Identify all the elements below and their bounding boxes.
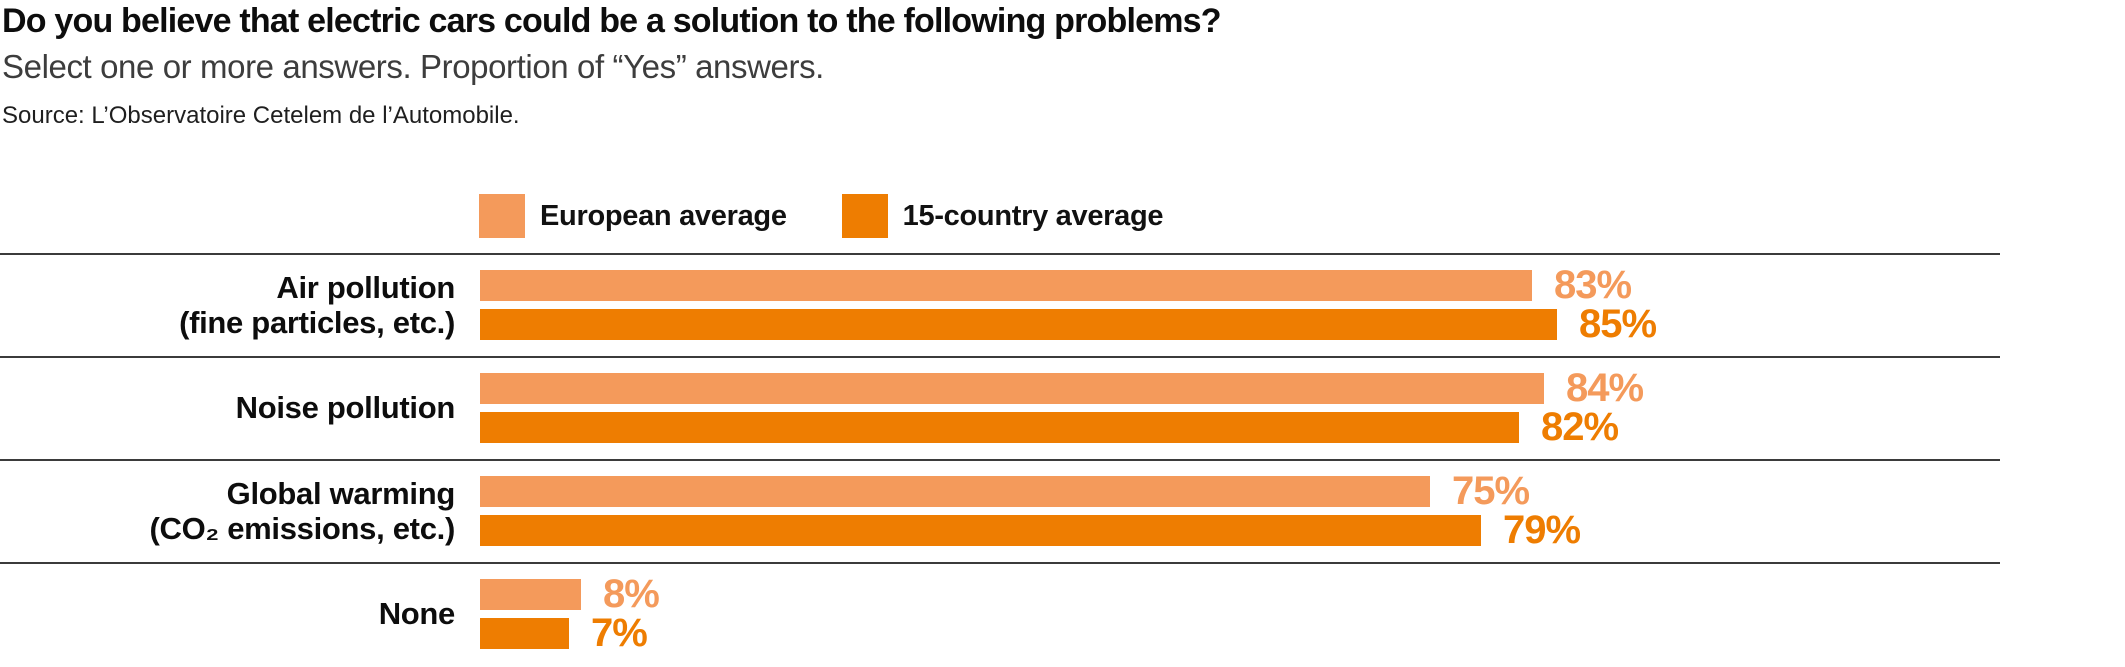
category-label: Air pollution (fine particles, etc.) (179, 269, 455, 340)
category-label: Noise pollution (235, 390, 456, 425)
barline: 83% (480, 262, 2125, 307)
bar-value-label: 85% (1579, 301, 1657, 346)
bar (480, 514, 1481, 546)
bar-value-label: 7% (591, 610, 648, 655)
bar (480, 372, 1544, 404)
barline: 84% (480, 365, 2125, 410)
table-row: Global warming (CO₂ emissions, etc.) 75% 79… (0, 459, 2125, 562)
bar-value-label: 8% (603, 571, 660, 616)
table-row: None 8% 7% (0, 562, 2125, 665)
barline: 7% (480, 610, 2125, 655)
chart-title: Do you believe that electric cars could … (2, 2, 1222, 40)
bar (480, 411, 1519, 443)
bar-group: 75% 79% (480, 468, 2125, 552)
chart-subtitle: Select one or more answers. Proportion o… (2, 48, 824, 85)
source-note: Source: L’Observatoire Cetelem de l’Auto… (2, 102, 520, 129)
bar (480, 475, 1430, 507)
table-row: Air pollution (fine particles, etc.) 83% 85… (0, 253, 2125, 356)
category-label: None (378, 596, 456, 631)
bar-value-label: 79% (1503, 507, 1581, 552)
bar-value-label: 75% (1452, 468, 1530, 513)
bar (480, 578, 581, 610)
barline: 79% (480, 507, 2125, 552)
legend-swatch (841, 194, 888, 238)
bar-value-label: 82% (1541, 404, 1619, 449)
barline: 85% (480, 301, 2125, 346)
barline: 75% (480, 468, 2125, 513)
bar-value-label: 84% (1566, 365, 1644, 410)
legend-item-european-average: European average (479, 194, 787, 238)
legend: European average 15-country average (479, 194, 1164, 238)
bar-group: 83% 85% (480, 262, 2125, 346)
bar-group: 84% 82% (480, 365, 2125, 449)
bar-value-label: 83% (1554, 262, 1632, 307)
bar (480, 617, 569, 649)
barline: 8% (480, 571, 2125, 616)
barline: 82% (480, 404, 2125, 449)
bar (480, 269, 1532, 301)
legend-label: European average (540, 199, 787, 232)
legend-label: 15-country average (902, 199, 1164, 232)
bar-group: 8% 7% (480, 571, 2125, 655)
table-row: Noise pollution 84% 82% (0, 356, 2125, 459)
category-label: Global warming (CO₂ emissions, etc.) (149, 475, 455, 546)
legend-swatch (479, 194, 525, 238)
bar (480, 308, 1557, 340)
bar-chart: Air pollution (fine particles, etc.) 83% 85… (0, 253, 2125, 665)
legend-item-15-country-average: 15-country average (841, 194, 1164, 238)
